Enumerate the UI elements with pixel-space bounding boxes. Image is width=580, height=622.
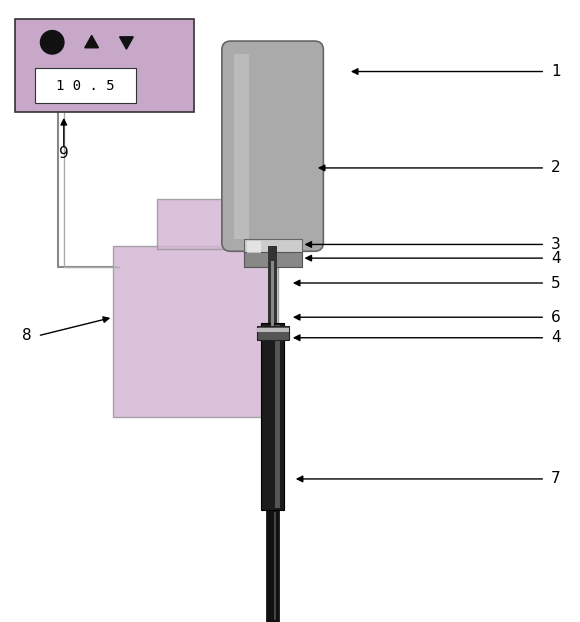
Text: 8: 8 — [22, 328, 32, 343]
Bar — [266, 510, 279, 622]
Text: 4: 4 — [551, 330, 561, 345]
Bar — [276, 325, 280, 508]
Bar — [256, 328, 288, 332]
Bar — [246, 241, 261, 253]
Polygon shape — [85, 35, 99, 48]
Text: 9: 9 — [59, 146, 68, 161]
Text: 1 0 . 5: 1 0 . 5 — [56, 78, 115, 93]
Bar — [244, 252, 302, 267]
Bar — [244, 239, 302, 255]
Polygon shape — [119, 37, 133, 49]
Bar — [35, 68, 136, 103]
Bar — [271, 261, 274, 333]
Bar — [256, 326, 288, 340]
Text: 7: 7 — [551, 471, 561, 486]
Bar — [274, 512, 277, 620]
Text: 2: 2 — [551, 160, 561, 175]
Text: 3: 3 — [551, 237, 561, 252]
Circle shape — [40, 30, 64, 55]
Bar — [14, 19, 194, 112]
Text: 4: 4 — [551, 251, 561, 266]
Text: 1: 1 — [551, 64, 561, 79]
Text: 6: 6 — [551, 310, 561, 325]
Bar — [268, 246, 277, 333]
Bar — [261, 323, 284, 510]
FancyBboxPatch shape — [222, 41, 323, 251]
Bar — [234, 53, 249, 239]
Text: 5: 5 — [551, 276, 561, 290]
Bar — [113, 246, 278, 417]
Bar — [157, 199, 273, 249]
